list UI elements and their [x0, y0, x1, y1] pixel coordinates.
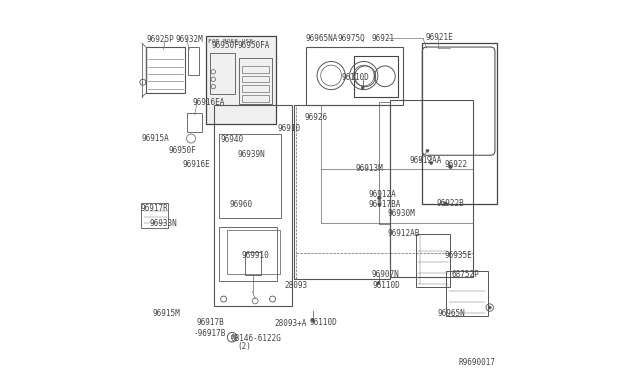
- Text: 96940: 96940: [221, 135, 244, 144]
- Circle shape: [449, 165, 452, 169]
- Text: 28093+A: 28093+A: [275, 320, 307, 328]
- Circle shape: [361, 86, 364, 89]
- Text: 96965NA: 96965NA: [306, 34, 339, 43]
- Text: B: B: [230, 335, 234, 340]
- Bar: [187, 113, 202, 132]
- Text: R9690017: R9690017: [459, 357, 496, 366]
- Text: 96917R: 96917R: [140, 204, 168, 213]
- Bar: [206, 36, 276, 124]
- Text: 96912AA: 96912AA: [410, 156, 442, 165]
- Circle shape: [444, 202, 447, 206]
- Bar: [242, 95, 269, 102]
- Text: 96950FA: 96950FA: [237, 41, 270, 51]
- Text: 96907N: 96907N: [371, 270, 399, 279]
- Bar: [188, 47, 199, 75]
- Bar: [446, 271, 488, 317]
- Bar: [146, 47, 185, 93]
- Circle shape: [377, 282, 380, 285]
- Text: 96110D: 96110D: [310, 318, 337, 327]
- Bar: [219, 227, 276, 280]
- Text: -96917B: -96917B: [193, 328, 226, 338]
- Text: 68752P: 68752P: [452, 270, 479, 279]
- Bar: [415, 234, 450, 287]
- Text: 96926: 96926: [305, 113, 328, 122]
- Text: 96922B: 96922B: [436, 199, 465, 208]
- Text: 96916E: 96916E: [183, 160, 211, 169]
- Text: 96910: 96910: [277, 124, 301, 133]
- Text: 96922: 96922: [444, 160, 467, 169]
- Text: 96915M: 96915M: [152, 310, 180, 318]
- Text: 96915A: 96915A: [141, 134, 169, 143]
- Text: (2): (2): [237, 341, 252, 350]
- Text: 96921: 96921: [372, 34, 395, 43]
- Bar: [390, 100, 473, 277]
- Circle shape: [378, 203, 381, 206]
- Text: FOR BOSE USE:: FOR BOSE USE:: [208, 39, 257, 44]
- Text: 96110D: 96110D: [342, 73, 369, 82]
- Circle shape: [311, 319, 314, 322]
- Bar: [209, 52, 235, 94]
- Text: 96933N: 96933N: [150, 219, 177, 228]
- Text: 96950F: 96950F: [212, 41, 239, 51]
- Circle shape: [378, 196, 381, 200]
- Text: 96925P: 96925P: [147, 35, 174, 44]
- Text: 96960: 96960: [229, 200, 252, 209]
- Bar: [306, 46, 403, 105]
- Circle shape: [429, 161, 433, 164]
- Text: 96921E: 96921E: [426, 32, 453, 42]
- Text: 96950F: 96950F: [168, 146, 196, 155]
- Bar: [354, 55, 398, 97]
- Text: 96939N: 96939N: [237, 150, 266, 159]
- Text: 96917B: 96917B: [197, 318, 225, 327]
- Bar: [227, 231, 280, 274]
- Bar: [242, 66, 269, 73]
- Text: 96975Q: 96975Q: [338, 34, 365, 43]
- Bar: [380, 102, 390, 224]
- Circle shape: [488, 306, 492, 309]
- Text: 969910: 969910: [241, 251, 269, 260]
- Text: 96917BA: 96917BA: [369, 200, 401, 209]
- Text: 96932M: 96932M: [175, 35, 204, 44]
- Text: 96913M: 96913M: [355, 164, 383, 173]
- Text: 96912AB: 96912AB: [387, 229, 420, 238]
- Text: 0B146-6122G: 0B146-6122G: [230, 334, 281, 343]
- Bar: [422, 42, 497, 204]
- Text: 96930M: 96930M: [387, 209, 415, 218]
- Bar: [141, 203, 168, 228]
- Text: 96916EA: 96916EA: [192, 98, 225, 107]
- Bar: [242, 85, 269, 92]
- Circle shape: [426, 149, 429, 152]
- Text: 28093: 28093: [285, 281, 308, 290]
- Bar: [239, 58, 272, 105]
- Text: 96965N: 96965N: [438, 310, 466, 318]
- Text: 96110D: 96110D: [372, 281, 401, 290]
- Bar: [242, 76, 269, 82]
- Bar: [245, 252, 260, 275]
- Text: 96912A: 96912A: [369, 190, 397, 199]
- Text: 96935E: 96935E: [444, 251, 472, 260]
- Bar: [219, 134, 282, 218]
